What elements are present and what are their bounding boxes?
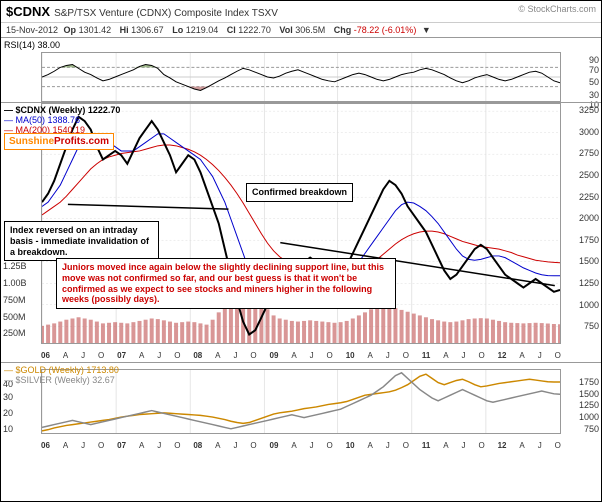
- main-price-panel: — $CDNX (Weekly) 1222.70— MA(50) 1388.76…: [1, 102, 601, 362]
- annotation-breakdown: Confirmed breakdown: [246, 183, 353, 202]
- gold-x-axis: 06AJO07AJO08AJO09AJO10AJO11AJO12AJO: [41, 441, 561, 450]
- gold-silver-panel: — $GOLD (Weekly) 1713.80— $SILVER (Weekl…: [1, 362, 601, 452]
- rsi-legend: RSI(14) 38.00: [4, 40, 60, 50]
- ohlc-bar: 15-Nov-2012 Op 1301.42 Hi 1306.67 Lo 121…: [1, 23, 601, 37]
- rsi-plot-area: [41, 52, 561, 102]
- chart-header: $CDNX S&P/TSX Venture (CDNX) Composite I…: [1, 1, 601, 23]
- chart-title: S&P/TSX Venture (CDNX) Composite Index T…: [54, 8, 278, 19]
- main-x-axis: 06AJO07AJO08AJO09AJO10AJO11AJO12AJO: [41, 351, 561, 360]
- annotation-reversal: Index reversed on an intraday basis - im…: [4, 221, 159, 261]
- attribution: © StockCharts.com: [518, 4, 596, 14]
- date-label: 15-Nov-2012: [6, 25, 58, 35]
- gold-legend: — $GOLD (Weekly) 1713.80— $SILVER (Weekl…: [4, 365, 119, 385]
- sunshine-profits-badge: SunshineProfits.com: [4, 133, 114, 150]
- gold-plot-area: [41, 369, 561, 434]
- rsi-panel: RSI(14) 38.00 9070503010: [1, 37, 601, 102]
- ticker-symbol: $CDNX: [6, 4, 50, 19]
- stock-chart-container: $CDNX S&P/TSX Venture (CDNX) Composite I…: [0, 0, 602, 502]
- annotation-juniors: Juniors moved ince again below the sligh…: [56, 258, 396, 309]
